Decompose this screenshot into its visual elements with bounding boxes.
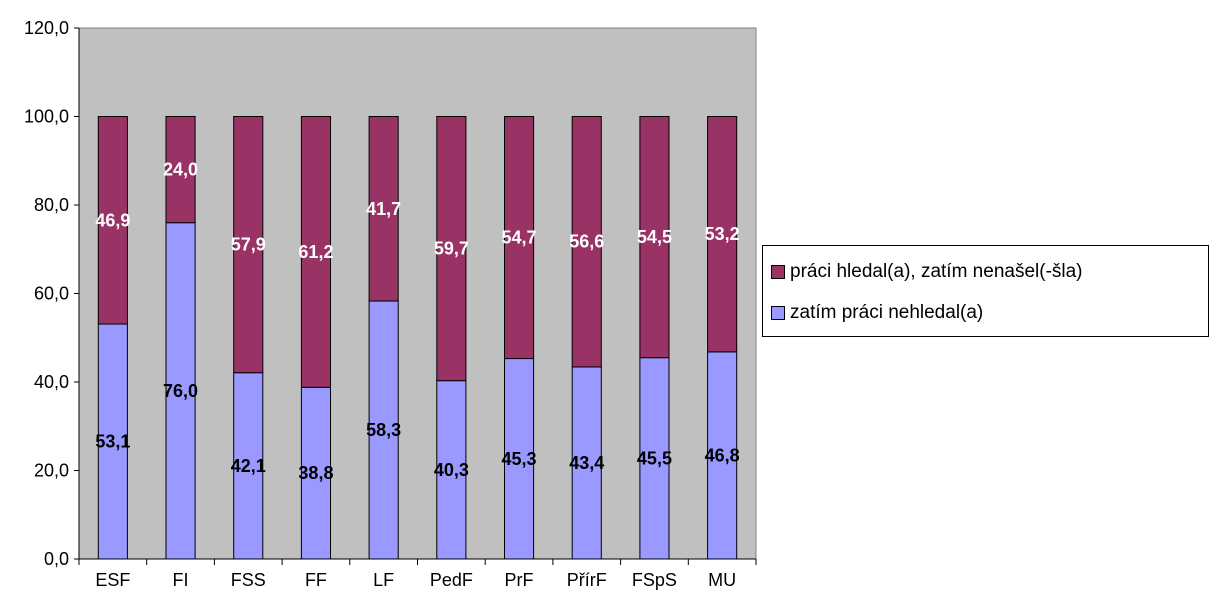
bar-segment-searched — [165, 116, 196, 224]
bar-segment-searched — [97, 116, 128, 325]
data-label-not-searched: 43,4 — [569, 453, 604, 473]
y-tick-label: 80,0 — [34, 195, 69, 215]
data-label-not-searched: 58,3 — [366, 420, 401, 440]
x-category-label: FI — [173, 570, 189, 590]
data-label-not-searched: 76,0 — [163, 381, 198, 401]
legend-item-not-searched: zatím práci nehledal(a) — [771, 302, 983, 324]
y-tick-label: 60,0 — [34, 284, 69, 304]
x-category-label: FSpS — [632, 570, 677, 590]
bar-segment-not-searched — [639, 357, 670, 560]
bar-segment-not-searched — [436, 380, 467, 560]
bar-segment-not-searched — [165, 222, 196, 560]
data-label-not-searched: 46,8 — [705, 445, 740, 465]
data-label-not-searched: 45,5 — [637, 448, 672, 468]
x-category-label: MU — [708, 570, 736, 590]
data-label-searched: 41,7 — [366, 199, 401, 219]
x-category-label: PedF — [430, 570, 473, 590]
bar-segment-searched — [639, 116, 670, 359]
y-tick-label: 100,0 — [24, 107, 69, 127]
data-label-searched: 61,2 — [298, 242, 333, 262]
bar-segment-not-searched — [707, 351, 738, 560]
legend: práci hledal(a), zatím nenašel(-šla) zat… — [762, 245, 1209, 337]
y-tick-label: 40,0 — [34, 372, 69, 392]
data-label-searched: 54,7 — [502, 228, 537, 248]
y-tick-label: 0,0 — [44, 549, 69, 569]
legend-label-not-searched: zatím práci nehledal(a) — [790, 302, 984, 323]
x-category-label: PrF — [505, 570, 534, 590]
bar-segment-searched — [233, 116, 264, 374]
legend-item-searched: práci hledal(a), zatím nenašel(-šla) — [771, 261, 1083, 283]
data-label-searched: 46,9 — [95, 210, 130, 230]
data-label-searched: 54,5 — [637, 227, 672, 247]
data-label-searched: 56,6 — [569, 232, 604, 252]
data-label-searched: 53,2 — [705, 224, 740, 244]
legend-swatch-not-searched — [771, 306, 785, 320]
x-category-label: LF — [373, 570, 394, 590]
legend-label-searched: práci hledal(a), zatím nenašel(-šla) — [790, 261, 1083, 282]
data-label-searched: 59,7 — [434, 239, 469, 259]
bar-segment-searched — [436, 116, 467, 382]
data-label-not-searched: 38,8 — [298, 463, 333, 483]
bar-segment-not-searched — [368, 300, 399, 560]
bar-segment-searched — [571, 116, 602, 368]
bar-segment-searched — [503, 116, 535, 360]
data-label-not-searched: 40,3 — [434, 460, 469, 480]
data-label-searched: 57,9 — [231, 235, 266, 255]
x-category-label: FSS — [231, 570, 266, 590]
bar-segment-not-searched — [300, 386, 332, 560]
data-label-not-searched: 42,1 — [231, 456, 266, 476]
legend-swatch-searched — [771, 265, 785, 279]
bar-segment-not-searched — [571, 366, 602, 560]
bar-segment-not-searched — [503, 358, 535, 560]
data-label-not-searched: 45,3 — [502, 449, 537, 469]
data-label-searched: 24,0 — [163, 160, 198, 180]
bar-segment-not-searched — [233, 372, 264, 560]
x-category-label: FF — [305, 570, 327, 590]
x-category-label: ESF — [95, 570, 130, 590]
y-tick-label: 120,0 — [24, 18, 69, 38]
bar-segment-searched — [707, 116, 738, 353]
bar-segment-not-searched — [97, 323, 128, 560]
x-category-label: PřírF — [567, 570, 607, 590]
y-tick-label: 20,0 — [34, 461, 69, 481]
data-label-not-searched: 53,1 — [95, 432, 130, 452]
bar-segment-searched — [368, 116, 399, 302]
bar-segment-searched — [300, 116, 332, 388]
